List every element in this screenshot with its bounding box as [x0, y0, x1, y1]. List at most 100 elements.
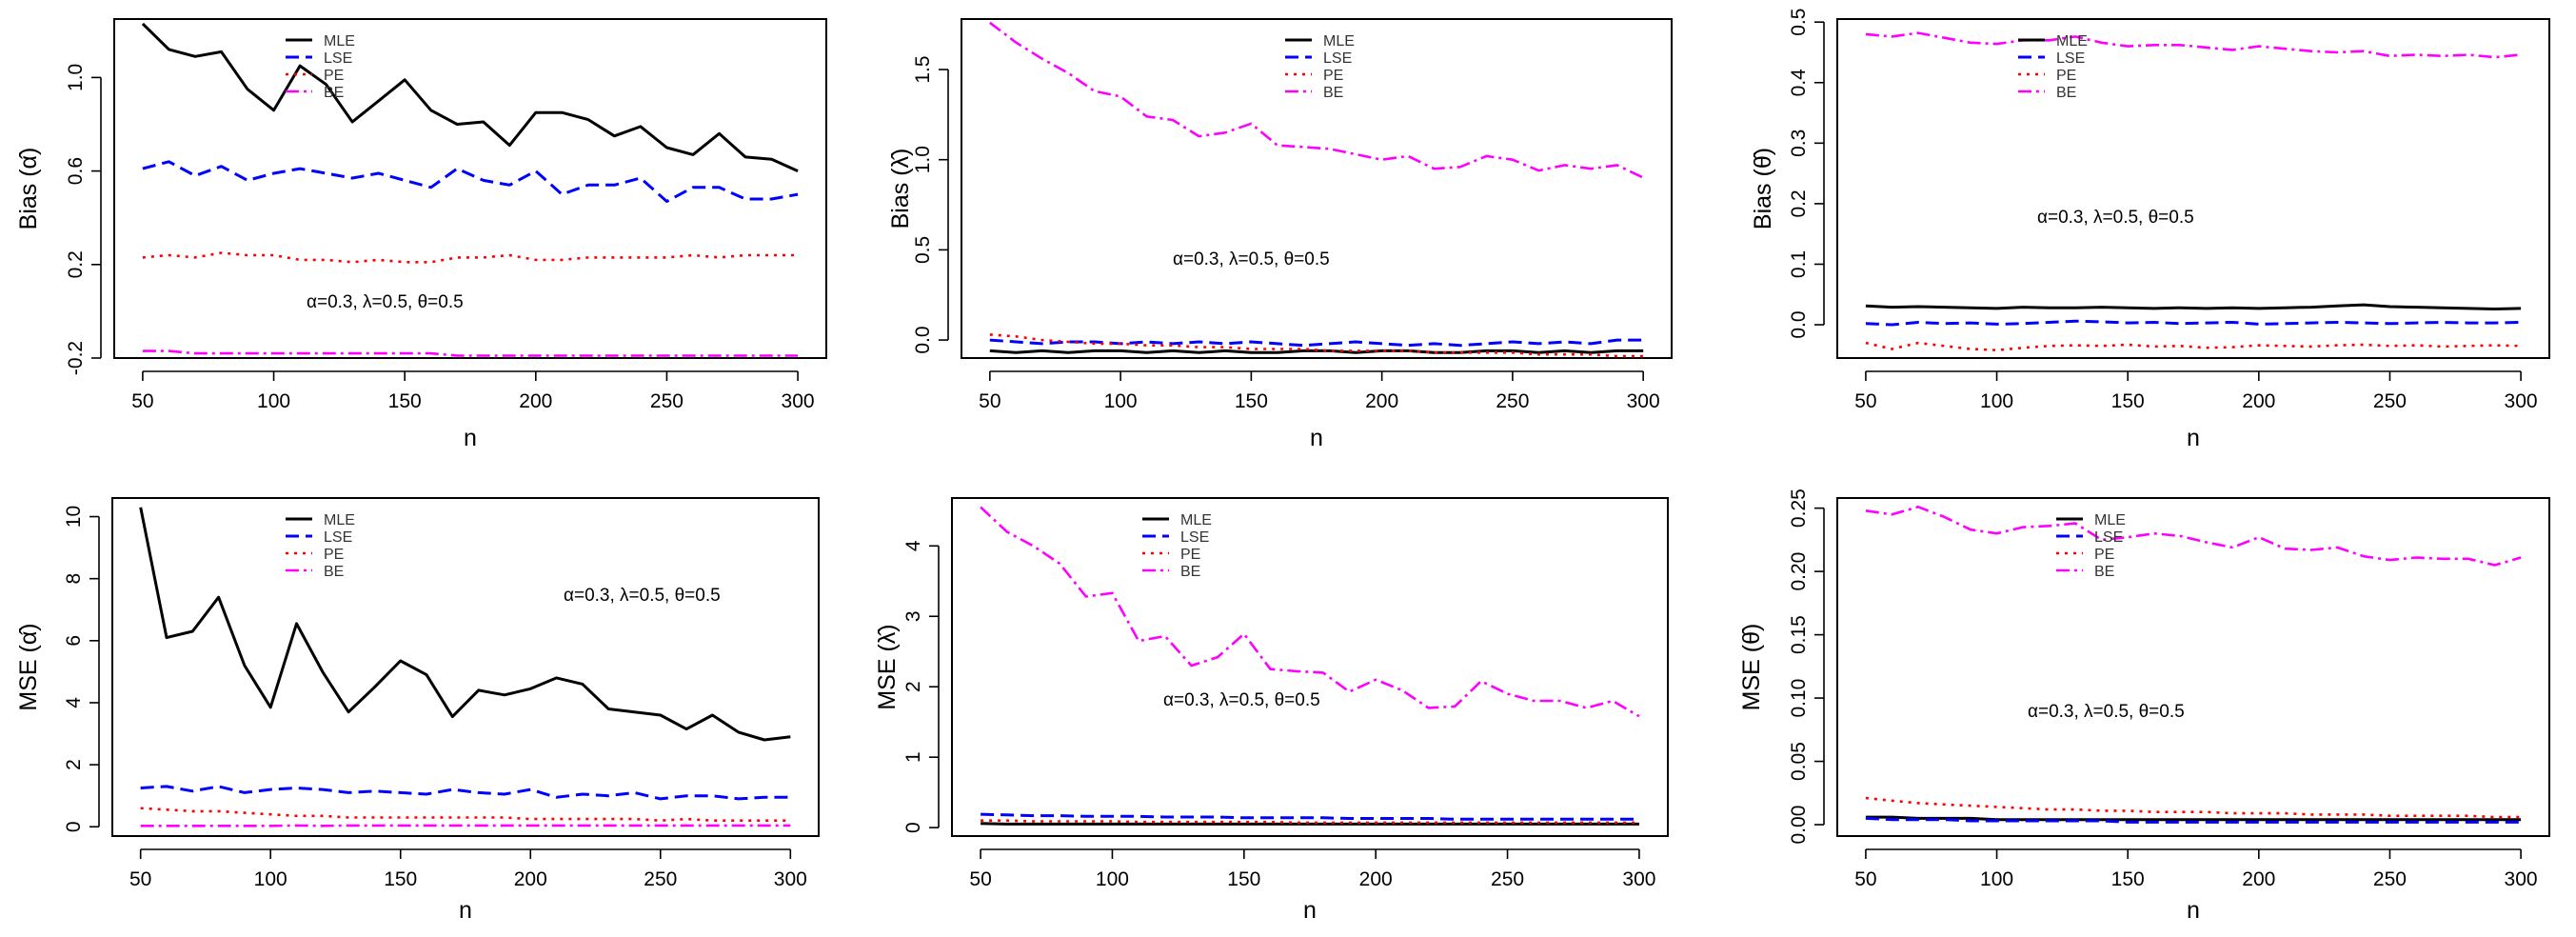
y-tick-label: 0.2: [65, 250, 87, 278]
legend-label-lse: LSE: [324, 529, 352, 546]
panel-mse-alpha: 50 100 150 200 250 300 0 2 4 6 8 10 n MSE (α̂) MLELSEP…: [15, 497, 820, 924]
series-line-pe: [1865, 341, 2522, 352]
plot-frame: [1836, 497, 2550, 837]
series-line-pe: [981, 819, 1639, 825]
y-tick-label: 1: [902, 751, 924, 763]
x-axis-title: n: [2187, 897, 2200, 924]
legend-label-lse: LSE: [324, 50, 352, 67]
x-tick-label: 50: [129, 868, 151, 890]
x-axis-title: n: [2187, 425, 2200, 451]
y-tick-label: 0: [63, 821, 85, 832]
y-tick-label: 4: [63, 697, 85, 708]
legend-label-be: BE: [1323, 85, 1343, 101]
x-axis-title: n: [1303, 897, 1317, 924]
x-tick-label: 150: [2111, 868, 2145, 890]
x-tick-label: 250: [1496, 390, 1529, 412]
series-line-mle: [981, 822, 1639, 826]
legend-label-mle: MLE: [1323, 33, 1355, 50]
legend-label-be: BE: [1180, 564, 1200, 580]
x-tick-label: 100: [1980, 390, 2013, 412]
y-tick-label: 1.0: [912, 146, 934, 173]
plot-frame: [961, 18, 1673, 359]
x-tick-label: 100: [1980, 868, 2013, 890]
series-line-mle: [1865, 815, 2522, 822]
panel-mse-theta: 50 100 150 200 250 300 0.00 0.05 0.10 0.15 0.20 0.2…: [1738, 488, 2550, 924]
y-tick-label: 0.5: [912, 236, 934, 264]
x-tick-label: 50: [131, 390, 153, 412]
parameter-annotation: α=0.3, λ=0.5, θ=0.5: [564, 586, 721, 606]
x-tick-label: 50: [1854, 390, 1876, 412]
series-line-pe: [142, 251, 799, 264]
y-tick-label: 2: [63, 759, 85, 770]
parameter-annotation: α=0.3, λ=0.5, θ=0.5: [2037, 208, 2194, 228]
plot-frame: [113, 18, 827, 359]
series-line-be: [1865, 505, 2522, 567]
panel-bias-lambda: 50 100 150 200 250 300 0.0 0.5 1.0 1.5 n Bias (λ̂) M…: [887, 18, 1673, 451]
legend-label-pe: PE: [2094, 547, 2114, 563]
legend-label-be: BE: [2056, 85, 2076, 101]
legend-label-mle: MLE: [2056, 33, 2088, 50]
parameter-annotation: α=0.3, λ=0.5, θ=0.5: [1163, 690, 1320, 710]
y-axis-title: MSE (α̂): [15, 623, 42, 710]
legend-label-lse: LSE: [1180, 529, 1209, 546]
series-line-lse: [142, 160, 799, 203]
y-tick-label: 0: [902, 822, 924, 833]
x-tick-label: 250: [2373, 868, 2407, 890]
x-tick-label: 50: [979, 390, 1001, 412]
y-tick-label: 0.1: [1788, 250, 1810, 278]
y-tick-label: 0.4: [1788, 69, 1810, 97]
series-line-be: [1865, 31, 2522, 59]
x-tick-label: 150: [388, 390, 422, 412]
y-tick-label: 0.0: [1788, 310, 1810, 338]
parameter-annotation: α=0.3, λ=0.5, θ=0.5: [2028, 702, 2185, 722]
y-axis-title: Bias (θ̂): [1750, 148, 1776, 229]
plot-frame: [951, 497, 1669, 837]
y-tick-label: 0.3: [1788, 130, 1810, 157]
legend-label-be: BE: [324, 85, 344, 101]
panel-bias-theta: 50 100 150 200 250 300 0.0 0.1 0.2 0.3 0.4 0.5 n Bias…: [1750, 9, 2550, 451]
x-tick-label: 150: [2111, 390, 2145, 412]
legend-label-lse: LSE: [2056, 50, 2085, 67]
x-tick-label: 200: [1359, 868, 1393, 890]
series-line-be: [142, 349, 799, 357]
y-axis-title: MSE (θ̂): [1738, 624, 1765, 711]
x-tick-label: 100: [254, 868, 287, 890]
legend-label-pe: PE: [1323, 68, 1343, 84]
legend-label-be: BE: [2094, 564, 2114, 580]
x-tick-label: 150: [1227, 868, 1260, 890]
y-tick-label: 0.25: [1788, 488, 1810, 528]
panel-mse-lambda: 50 100 150 200 250 300 0 1 2 3 4 n MSE (λ̂) MLELSEPEB…: [874, 497, 1669, 924]
x-axis-title: n: [459, 897, 472, 924]
y-tick-label: 0.20: [1788, 552, 1810, 591]
legend-label-lse: LSE: [1323, 50, 1352, 67]
x-tick-label: 300: [2505, 390, 2538, 412]
y-tick-label: 4: [902, 540, 924, 551]
legend-label-mle: MLE: [324, 512, 355, 528]
x-tick-label: 150: [384, 868, 417, 890]
series-line-pe: [1865, 796, 2522, 819]
y-tick-label: 1.0: [65, 64, 87, 91]
legend-label-mle: MLE: [324, 33, 355, 50]
y-axis-title: Bias (λ̂): [887, 149, 914, 229]
x-tick-label: 150: [1235, 390, 1268, 412]
x-axis-title: n: [1310, 425, 1323, 451]
panel-bias-alpha: 50 100 150 200 250 300 -0.2 0.2 0.6 1.0 n Bias (α̂)…: [15, 18, 827, 451]
series-line-lse: [140, 785, 791, 801]
x-tick-label: 50: [969, 868, 991, 890]
x-tick-label: 100: [1096, 868, 1129, 890]
y-tick-label: 0.15: [1788, 615, 1810, 654]
x-tick-label: 250: [644, 868, 677, 890]
plot-frame: [111, 497, 820, 837]
y-axis-title: MSE (λ̂): [874, 624, 901, 709]
legend-label-pe: PE: [1180, 547, 1200, 563]
series-line-mle: [1865, 303, 2522, 310]
x-tick-label: 300: [1622, 868, 1655, 890]
series-line-pe: [140, 807, 791, 823]
x-tick-label: 200: [2242, 868, 2275, 890]
